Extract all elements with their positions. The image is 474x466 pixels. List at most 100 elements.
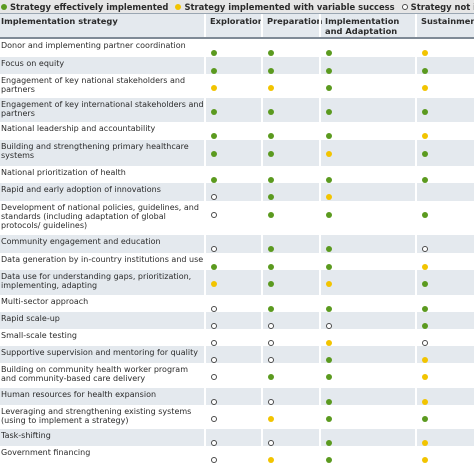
yellow-dot-icon <box>422 357 428 363</box>
status-cell <box>261 346 319 363</box>
strategy-label: Building on community health worker prog… <box>1 365 189 384</box>
yellow-dot-icon <box>422 399 428 405</box>
status-cell <box>415 98 474 122</box>
strategy-label: Development of national policies, guidel… <box>1 203 199 231</box>
strategy-label: Building and strengthening primary healt… <box>1 142 189 161</box>
strategy-label: Data use for understanding gaps, priorit… <box>1 272 192 291</box>
yellow-dot-icon <box>326 151 332 157</box>
status-cell <box>261 446 319 463</box>
status-cell <box>204 98 261 122</box>
empty-dot-icon <box>211 399 217 405</box>
empty-dot-icon <box>268 440 274 446</box>
status-cell <box>319 183 415 201</box>
table-row: Data generation by in-country institutio… <box>0 253 474 270</box>
status-cell <box>261 122 319 140</box>
status-cell <box>204 363 261 388</box>
strategy-label: Multi-sector approach <box>1 297 89 306</box>
status-cell <box>415 235 474 253</box>
green-dot-icon <box>422 323 428 329</box>
status-cell <box>261 270 319 295</box>
yellow-dot-icon <box>175 4 182 10</box>
green-dot-icon <box>422 68 428 74</box>
green-dot-icon <box>268 281 274 287</box>
green-dot-icon <box>326 177 332 183</box>
green-dot-icon <box>268 264 274 270</box>
green-dot-icon <box>268 68 274 74</box>
status-cell <box>319 140 415 166</box>
strategy-label: Supportive supervision and mentoring for… <box>1 348 198 357</box>
empty-dot-icon <box>211 246 217 252</box>
table-row: Human resources for health expansion <box>0 388 474 405</box>
green-dot-icon <box>422 281 428 287</box>
status-cell <box>261 140 319 166</box>
column-header: Implementation strategy <box>1 16 118 26</box>
status-cell <box>415 363 474 388</box>
yellow-dot-icon <box>326 281 332 287</box>
green-dot-icon <box>268 177 274 183</box>
status-cell <box>319 346 415 363</box>
green-dot-icon <box>211 50 217 56</box>
green-dot-icon <box>268 246 274 252</box>
status-cell <box>415 183 474 201</box>
legend-label: Strategy not implemented <box>410 1 474 12</box>
green-dot-icon <box>422 151 428 157</box>
legend: Strategy effectively implemented Strateg… <box>0 0 474 13</box>
status-cell <box>204 235 261 253</box>
yellow-dot-icon <box>422 374 428 380</box>
status-cell <box>261 235 319 253</box>
green-dot-icon <box>326 416 332 422</box>
status-cell <box>261 405 319 429</box>
status-cell <box>261 39 319 57</box>
empty-dot-icon <box>211 416 217 422</box>
status-cell <box>319 295 415 312</box>
table-row: Rapid and early adoption of innovations <box>0 183 474 201</box>
status-cell <box>261 388 319 405</box>
green-dot-icon <box>211 151 217 157</box>
table-body: Donor and implementing partner coordinat… <box>0 39 474 463</box>
strategy-label: Government financing <box>1 448 91 457</box>
empty-dot-icon <box>268 323 274 329</box>
yellow-dot-icon <box>422 440 428 446</box>
green-dot-icon <box>268 151 274 157</box>
green-dot-icon <box>326 109 332 115</box>
table-row: Data use for understanding gaps, priorit… <box>0 270 474 295</box>
legend-item-variable: Strategy implemented with variable succe… <box>175 2 395 12</box>
empty-dot-icon <box>211 323 217 329</box>
status-cell <box>261 312 319 329</box>
status-cell <box>415 429 474 446</box>
strategy-label: Rapid and early adoption of innovations <box>1 185 161 194</box>
empty-dot-icon <box>211 374 217 380</box>
strategy-label: Engagement of key national stakeholders … <box>1 76 186 95</box>
table-row: Engagement of key national stakeholders … <box>0 74 474 98</box>
empty-dot-icon <box>422 246 428 252</box>
status-cell <box>319 166 415 183</box>
status-cell <box>415 405 474 429</box>
status-cell <box>204 329 261 346</box>
status-cell <box>415 388 474 405</box>
status-cell <box>204 122 261 140</box>
empty-dot-icon <box>401 4 408 10</box>
green-dot-icon <box>326 399 332 405</box>
status-cell <box>204 140 261 166</box>
status-cell <box>319 57 415 74</box>
status-cell <box>204 446 261 463</box>
status-cell <box>415 74 474 98</box>
yellow-dot-icon <box>268 85 274 91</box>
green-dot-icon <box>326 264 332 270</box>
empty-dot-icon <box>211 357 217 363</box>
green-dot-icon <box>211 68 217 74</box>
status-cell <box>319 270 415 295</box>
empty-dot-icon <box>422 340 428 346</box>
green-dot-icon <box>326 85 332 91</box>
column-header: Exploration <box>204 14 264 37</box>
table-row: Development of national policies, guidel… <box>0 201 474 235</box>
status-cell <box>415 295 474 312</box>
green-dot-icon <box>326 50 332 56</box>
status-cell <box>204 183 261 201</box>
status-cell <box>204 253 261 270</box>
yellow-dot-icon <box>326 194 332 200</box>
yellow-dot-icon <box>422 457 428 463</box>
strategy-label: Rapid scale-up <box>1 314 60 323</box>
strategy-label: Focus on equity <box>1 59 65 68</box>
green-dot-icon <box>268 194 274 200</box>
